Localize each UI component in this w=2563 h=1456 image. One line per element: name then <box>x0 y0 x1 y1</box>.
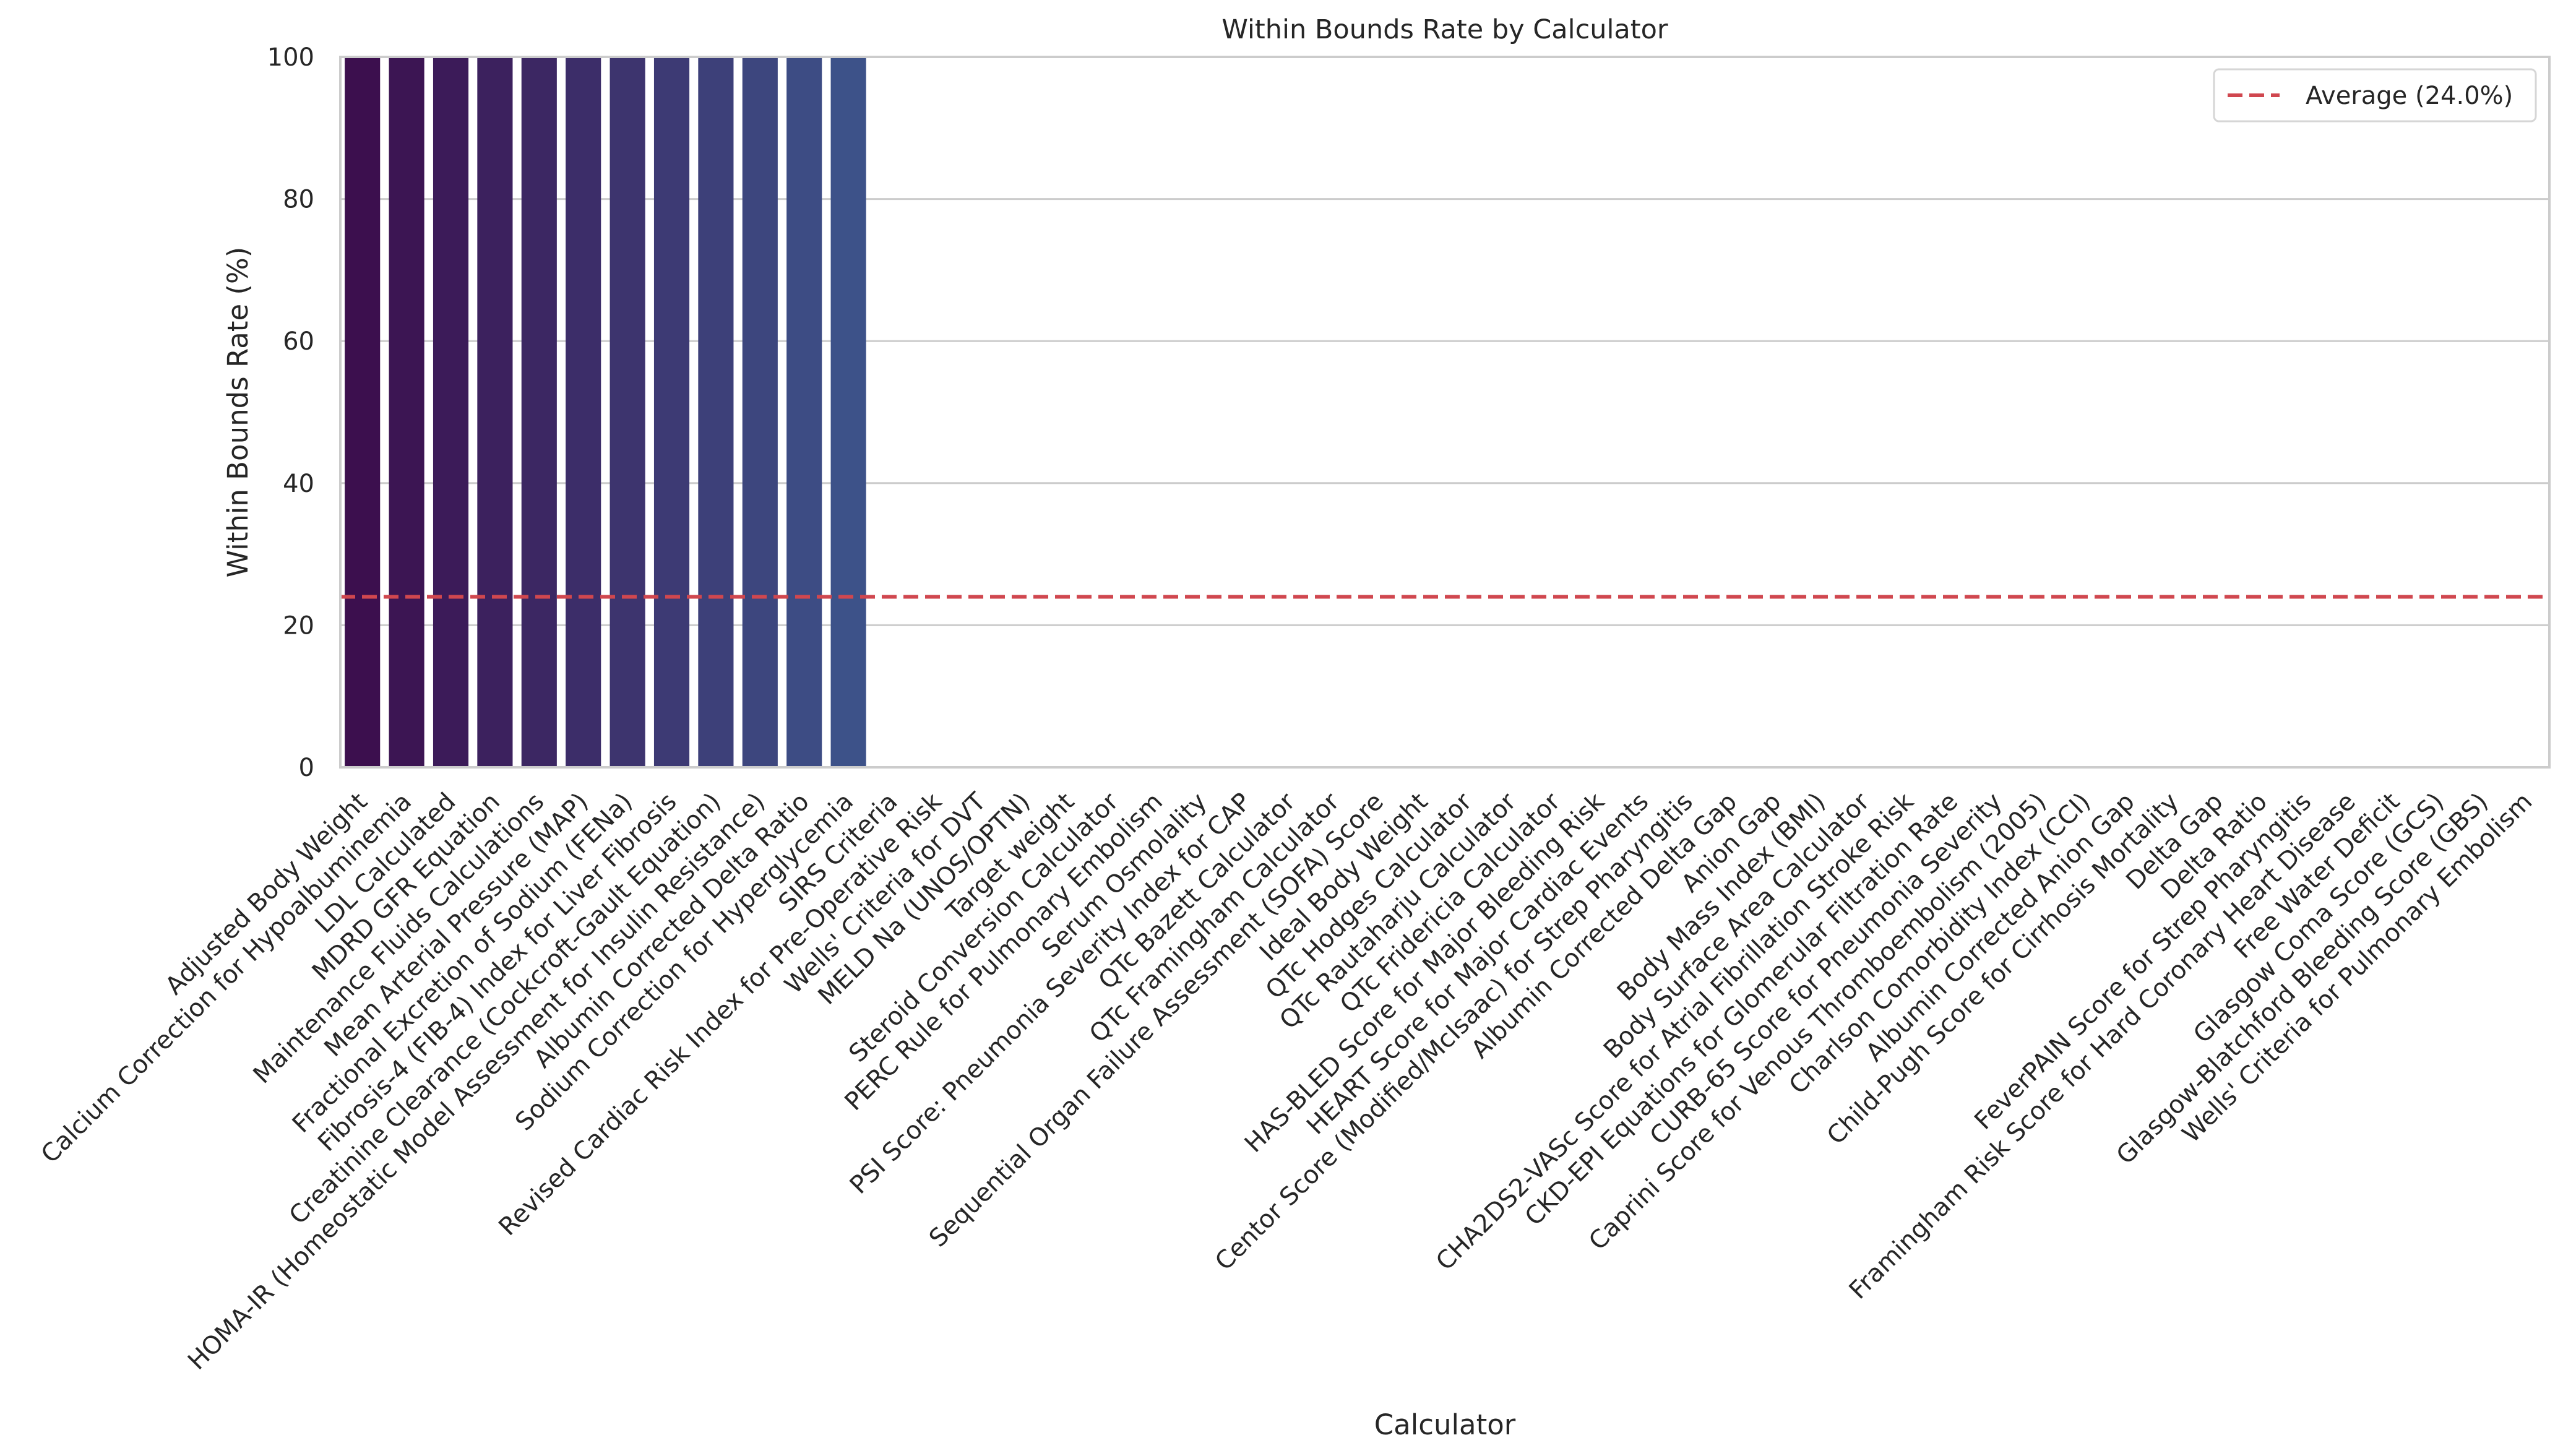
y-tick-labels: 0 20 40 60 80 100 <box>267 43 314 782</box>
bar <box>345 57 381 767</box>
bar <box>477 57 513 767</box>
bars <box>345 57 866 767</box>
y-tick-label: 100 <box>267 43 314 72</box>
y-tick-label: 60 <box>283 327 314 356</box>
bar <box>653 57 690 767</box>
plot-frame <box>339 56 2551 769</box>
bar <box>389 57 424 767</box>
bar <box>610 57 645 767</box>
legend-box <box>2213 68 2537 123</box>
y-tick-label: 40 <box>283 470 314 498</box>
y-tick-label: 20 <box>283 611 314 640</box>
bar <box>521 57 557 767</box>
legend: Average (24.0%) <box>2213 68 2537 123</box>
x-axis-label: Calculator <box>1374 1408 1516 1441</box>
legend-label-average: Average (24.0%) <box>2306 82 2513 110</box>
y-tick-label: 0 <box>299 754 314 782</box>
bar <box>698 57 734 767</box>
chart-title: Within Bounds Rate by Calculator <box>1221 14 1668 45</box>
bar <box>742 57 778 767</box>
bar <box>433 57 469 767</box>
y-axis-label: Within Bounds Rate (%) <box>222 247 254 578</box>
bar <box>566 57 601 767</box>
bar <box>830 57 866 767</box>
bar <box>786 57 822 767</box>
y-tick-label: 80 <box>283 186 314 214</box>
